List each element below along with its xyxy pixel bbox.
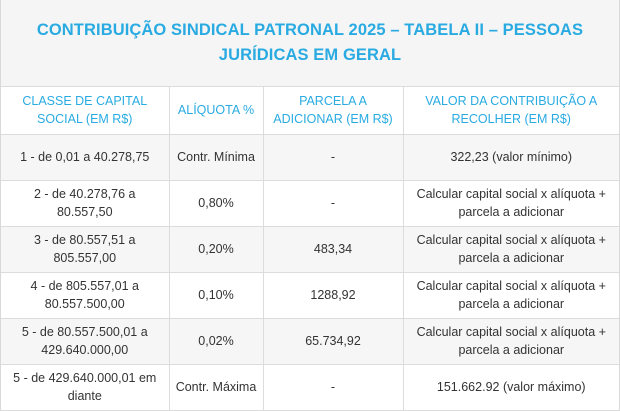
contribution-table: CLASSE DE CAPITAL SOCIAL (EM R$) ALÍQUOT… — [1, 87, 619, 411]
cell-classe: 5 - de 80.557.500,01 a 429.640.000,00 — [1, 317, 170, 365]
table-title-box: CONTRIBUIÇÃO SINDICAL PATRONAL 2025 – TA… — [1, 0, 619, 87]
cell-aliquota: 0,80% — [168, 179, 264, 227]
cell-aliquota: Contr. Mínima — [168, 133, 264, 181]
cell-aliquota: 0,10% — [168, 271, 264, 319]
cell-parcela: - — [262, 179, 404, 227]
cell-parcela: 65.734,92 — [262, 317, 404, 365]
cell-aliquota: Contr. Máxima — [168, 363, 264, 411]
cell-parcela: 1288,92 — [262, 271, 404, 319]
header-parcela: PARCELA A ADICIONAR (EM R$) — [262, 87, 404, 135]
table-row: 3 - de 80.557,51 a 805.557,00 0,20% 483,… — [1, 225, 619, 273]
cell-parcela: - — [262, 133, 404, 181]
table-row: 1 - de 0,01 a 40.278,75 Contr. Mínima - … — [1, 133, 619, 181]
cell-valor: Calcular capital social x alíquota + par… — [402, 271, 619, 319]
cell-valor: Calcular capital social x alíquota + par… — [402, 225, 619, 273]
table-header-row: CLASSE DE CAPITAL SOCIAL (EM R$) ALÍQUOT… — [1, 87, 619, 135]
cell-classe: 2 - de 40.278,76 a 80.557,50 — [1, 179, 170, 227]
cell-valor: Calcular capital social x alíquota + par… — [402, 179, 619, 227]
cell-valor: 322,23 (valor mínimo) — [402, 133, 619, 181]
cell-parcela: - — [262, 363, 404, 411]
table-row: 5 - de 80.557.500,01 a 429.640.000,00 0,… — [1, 317, 619, 365]
header-classe: CLASSE DE CAPITAL SOCIAL (EM R$) — [1, 87, 170, 135]
header-aliquota: ALÍQUOTA % — [168, 87, 264, 135]
cell-aliquota: 0,02% — [168, 317, 264, 365]
cell-aliquota: 0,20% — [168, 225, 264, 273]
cell-classe: 1 - de 0,01 a 40.278,75 — [1, 133, 170, 181]
table-row: 2 - de 40.278,76 a 80.557,50 0,80% - Cal… — [1, 179, 619, 227]
header-valor: VALOR DA CONTRIBUIÇÃO A RECOLHER (EM R$) — [402, 87, 619, 135]
table-row: 5 - de 429.640.000,01 em diante Contr. M… — [1, 363, 619, 411]
cell-classe: 4 - de 805.557,01 a 80.557.500,00 — [1, 271, 170, 319]
cell-parcela: 483,34 — [262, 225, 404, 273]
table-title: CONTRIBUIÇÃO SINDICAL PATRONAL 2025 – TA… — [36, 21, 584, 64]
table-row: 4 - de 805.557,01 a 80.557.500,00 0,10% … — [1, 271, 619, 319]
cell-classe: 3 - de 80.557,51 a 805.557,00 — [1, 225, 170, 273]
cell-classe: 5 - de 429.640.000,01 em diante — [1, 363, 170, 411]
cell-valor: 151.662.92 (valor máximo) — [402, 363, 619, 411]
cell-valor: Calcular capital social x alíquota + par… — [402, 317, 619, 365]
